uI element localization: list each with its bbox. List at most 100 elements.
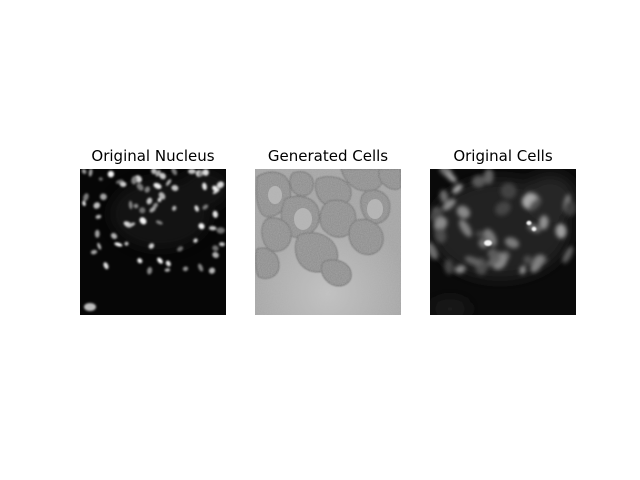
cell-blob [504,237,520,249]
nucleus-spot [212,185,218,192]
nucleus-spot [212,245,219,252]
nucleus-spot [197,170,205,177]
cell-blob [434,216,448,231]
nucleus-spot [103,262,109,270]
nucleus-spot [193,238,198,243]
nucleus-spot [94,229,100,238]
cell-blob [459,219,472,237]
nucleus-spot [159,172,166,180]
nucleus-spot [157,197,162,203]
nucleus-spot [216,227,225,234]
nucleus-spot [177,246,184,252]
nucleus-spot [202,182,207,191]
cell-blob [439,190,448,203]
nucleus-spot [188,169,196,175]
nucleus-spot [83,193,89,202]
cell-blob [444,259,454,275]
cell-blob [539,215,549,230]
nucleus-spot [155,220,163,225]
cell-blob [472,175,486,188]
generated-cells-image [255,169,401,315]
cell-blob [456,205,470,219]
nucleus-spot [146,197,153,205]
cell-blob [500,183,517,199]
nucleus-spot [149,206,156,213]
nucleus-spot [194,205,199,212]
nucleus-spot [219,242,225,247]
nucleus-spot [209,225,217,231]
nucleus-spot [97,242,102,250]
nucleus-spot [110,232,118,240]
cell-blob [445,172,457,183]
nucleus-fluorescence-image [80,169,226,315]
panel-title: Generated Cells [267,147,389,165]
nucleus-spot [114,242,123,247]
nucleus-spot [165,260,171,267]
cell-blob [519,265,526,275]
cell-blob [495,201,511,216]
nucleus-spot [171,185,179,191]
nucleus-spot [98,177,103,181]
nucleus-spot [88,169,93,177]
nucleus-spot [124,241,129,246]
cell-blob [487,254,501,267]
nucleus-spot [212,210,218,218]
nucleus-spot [137,258,143,264]
cell-blob [483,169,494,185]
nucleus-spot [171,169,178,176]
nucleus-spot [82,200,86,207]
nucleus-spot [155,169,161,177]
nucleus-spot [182,266,189,272]
nucleus-spot [202,169,209,176]
nucleus-spot [90,249,98,255]
nucleus-spot [127,222,136,228]
nucleus-spot [84,303,96,311]
cell-blob [555,223,567,239]
cell-blob [530,255,544,273]
nucleus-spot [153,182,162,189]
nucleus-spot [198,223,205,230]
nucleus-spot [164,268,171,272]
nucleus-spot [93,202,101,209]
nucleus-spot [157,257,163,264]
cell-blob [454,265,466,274]
nucleus-spot [139,207,146,214]
nucleus-spot [148,243,155,249]
nucleus-spot [165,179,172,186]
nucleus-spot [115,179,124,184]
cell-blob [564,200,576,216]
cell-blob [430,242,438,260]
nucleus-spot [81,169,87,174]
panel-title: Original Nucleus [91,147,215,165]
nucleus-spot [95,214,102,219]
cell-blob [452,184,463,194]
nucleus-spot [100,193,107,201]
nucleus-spot [212,188,220,195]
nucleus-spot [151,169,157,175]
nucleus-spot [198,263,204,272]
nucleus-spot [208,267,216,274]
cell-blob [523,255,533,265]
nucleus-spot [139,217,147,225]
nucleus-spot [147,266,153,275]
nucleus-spot [119,181,127,187]
nucleus-spot [128,200,133,210]
nucleus-spot [131,176,138,185]
cell-blob [562,246,574,264]
nucleus-spot [133,203,139,209]
nucleus-spot [136,183,144,191]
cell-blob [434,227,447,243]
cell-blob [464,256,482,266]
panel-title: Original Cells [453,147,553,165]
cell-blob [442,198,456,211]
nucleus-spot [212,251,219,259]
nucleus-spot [158,192,166,200]
nucleus-spot [144,186,151,193]
cell-blob [528,198,542,212]
nucleus-spot [107,170,115,178]
cells-fluorescence-image [430,169,576,315]
nucleus-spot [202,204,209,210]
nucleus-spot [216,181,225,189]
nucleus-spot [172,205,177,211]
